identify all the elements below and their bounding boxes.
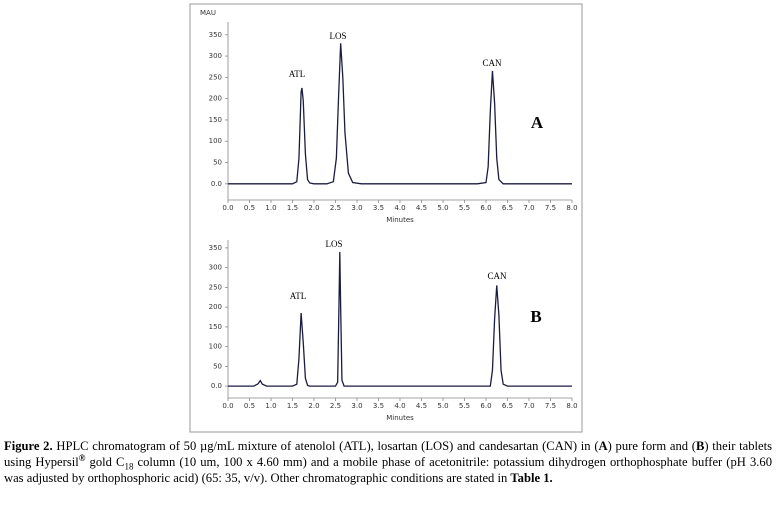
caption-text: ® (78, 452, 86, 463)
y-tick-label: 200 (209, 303, 222, 311)
x-axis-label: Minutes (386, 414, 414, 422)
x-tick-label: 6.5 (502, 402, 513, 410)
peak-label: LOS (329, 31, 346, 41)
figure: 0.0 50 100 150 200 250 300 350 0.0 0.5 1.0 1.5 2.0 2.… (189, 3, 583, 433)
caption-text: ) pure form and ( (607, 439, 696, 453)
caption-text: 18 (124, 461, 134, 472)
y-tick-label: 250 (209, 283, 222, 291)
x-tick-label: 3.0 (351, 204, 362, 212)
caption-text: Table 1. (510, 471, 553, 485)
caption-text: A (598, 439, 608, 453)
y-tick-label: 0.0 (211, 180, 222, 188)
x-tick-label: 7.0 (523, 204, 534, 212)
y-tick-label: 300 (209, 52, 222, 60)
chromatogram-line (228, 251, 572, 387)
y-tick-label: 150 (209, 323, 222, 331)
y-tick-label: 50 (213, 362, 222, 370)
x-tick-label: 2.0 (308, 402, 319, 410)
peak-label: ATL (289, 69, 306, 79)
x-tick-label: 7.0 (523, 402, 534, 410)
caption-text: gold C (85, 455, 125, 469)
y-tick-label: 100 (209, 137, 222, 145)
x-tick-label: 6.5 (502, 204, 513, 212)
x-tick-label: 6.0 (480, 204, 491, 212)
y-tick-label: 200 (209, 95, 222, 103)
caption: Figure 2. HPLC chromatogram of 50 µg/mL … (4, 438, 772, 486)
caption-text: B (695, 439, 705, 453)
caption-text: ) their tablets using Hypersil (4, 439, 772, 469)
y-tick-label: 300 (209, 264, 222, 272)
peak-label: ATL (290, 291, 307, 301)
x-tick-label: 5.0 (437, 402, 448, 410)
caption-text: HPLC chromatogram of 50 µg/mL mixture of… (52, 439, 599, 453)
x-tick-label: 4.5 (416, 204, 427, 212)
caption-text: Figure 2. (4, 439, 53, 453)
chromatogram-line (228, 43, 572, 185)
x-tick-label: 1.0 (265, 402, 276, 410)
peak-label: LOS (325, 239, 342, 249)
x-tick-label: 3.5 (373, 204, 384, 212)
x-tick-label: 0.5 (244, 402, 255, 410)
x-tick-label: 0.0 (222, 402, 233, 410)
y-tick-label: 50 (213, 159, 222, 167)
peak-label: CAN (487, 271, 507, 281)
y-tick-label: 100 (209, 343, 222, 351)
x-tick-label: 1.5 (287, 204, 298, 212)
x-tick-label: 7.5 (545, 402, 556, 410)
x-tick-label: 3.5 (373, 402, 384, 410)
y-tick-label: 350 (209, 244, 222, 252)
x-axis-label: Minutes (386, 216, 414, 224)
x-tick-label: 7.5 (545, 204, 556, 212)
y-tick-label: 150 (209, 116, 222, 124)
figure-frame (189, 3, 583, 433)
x-tick-label: 4.5 (416, 402, 427, 410)
peak-label: CAN (482, 58, 502, 68)
x-tick-label: 3.0 (351, 402, 362, 410)
x-tick-label: 8.0 (566, 402, 577, 410)
x-tick-label: 5.5 (459, 204, 470, 212)
y-tick-label: 0.0 (211, 382, 222, 390)
x-tick-label: 0.0 (222, 204, 233, 212)
x-tick-label: 2.0 (308, 204, 319, 212)
x-tick-label: 2.5 (330, 402, 341, 410)
x-tick-label: 4.0 (394, 402, 405, 410)
y-axis-label: MAU (200, 9, 216, 17)
y-tick-label: 250 (209, 73, 222, 81)
panel-label: A (531, 113, 544, 132)
y-tick-label: 350 (209, 31, 222, 39)
x-tick-label: 0.5 (244, 204, 255, 212)
x-tick-label: 6.0 (480, 402, 491, 410)
panel-label: B (530, 307, 541, 326)
x-tick-label: 8.0 (566, 204, 577, 212)
x-tick-label: 4.0 (394, 204, 405, 212)
x-tick-label: 5.0 (437, 204, 448, 212)
x-tick-label: 1.5 (287, 402, 298, 410)
caption-text: column (10 um, 100 x 4.60 mm) and a mobi… (4, 455, 773, 485)
x-tick-label: 2.5 (330, 204, 341, 212)
x-tick-label: 1.0 (265, 204, 276, 212)
x-tick-label: 5.5 (459, 402, 470, 410)
